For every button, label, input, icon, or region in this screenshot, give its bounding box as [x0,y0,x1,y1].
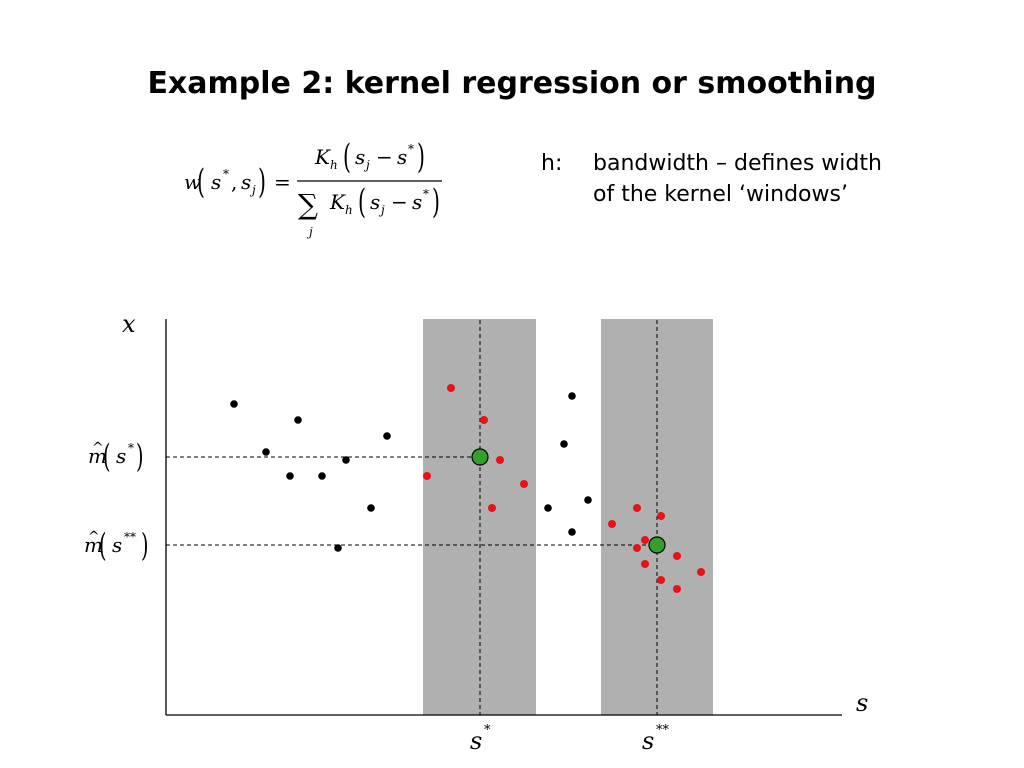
m-hat-2-hat: ^ [88,529,100,545]
estimate-marker-s-starstar [648,536,666,554]
denominator-right-paren: ) [432,181,440,221]
data-point [230,400,238,408]
m-hat-1-right-paren: ) [136,439,143,475]
kernel-point [673,585,681,593]
denominator-s-star: s [412,190,422,214]
data-point [383,432,391,440]
formula-left-paren: ( [197,161,205,201]
denominator-K: K [329,190,346,214]
numerator-s-j: s [355,145,365,169]
numerator-star-sup: * [408,142,414,156]
kernel-point [673,552,681,560]
kernel-point [641,560,649,568]
formula-right-paren: ) [258,161,266,201]
denominator-star-sup: * [423,187,429,201]
denominator-h-sub: h [345,203,353,217]
kernel-point [520,480,528,488]
formula-j-sub: j [249,183,256,197]
data-point [318,472,326,480]
sum-index-j: j [306,225,313,239]
m-hat-2-m: m [84,533,103,557]
kernel-point [488,504,496,512]
data-point [568,528,576,536]
denominator-s-j: s [370,190,380,214]
m-hat-2-s: s [112,533,122,557]
denominator-minus: − [391,190,408,214]
weight-formula: w ( s * , s j ) = K h ( s j − s * ) ∑ j … [184,136,442,239]
kernel-point [633,504,641,512]
m-hat-1-m: m [88,444,107,468]
kernel-points-s-starstar [608,504,705,593]
m-hat-1-sup: * [128,441,134,455]
data-point [544,504,552,512]
kernel-point [480,416,488,424]
formula-s-star: s [211,170,221,194]
formula-s-j: s [241,170,251,194]
data-point [294,416,302,424]
kernel-point [608,520,616,528]
data-point [560,440,568,448]
tick-m-hat-s-starstar: m ^ ( s ** ) [84,528,148,564]
slide-title: Example 2: kernel regression or smoothin… [147,66,877,101]
data-point [342,456,350,464]
y-axis-label: x [122,310,136,338]
m-hat-1-hat: ^ [92,440,104,456]
numerator-right-paren: ) [417,136,425,176]
kernel-points-s-star [423,384,528,512]
formula-w: w [184,170,201,194]
tick-s-star: s [470,727,482,755]
kernel-point [633,544,641,552]
kernel-point [657,576,665,584]
formula-comma: , [231,170,237,194]
bandwidth-symbol: h: [541,151,563,176]
data-point [584,496,592,504]
x-axis-label: s [856,689,868,717]
numerator-j-sub: j [363,158,370,172]
numerator-s-star: s [397,145,407,169]
kernel-point [641,536,649,544]
formula-equals: = [274,170,291,194]
denominator-sum: ∑ [298,188,318,221]
tick-s-starstar-sup: ** [656,723,670,738]
m-hat-1-left-paren: ( [103,439,110,475]
numerator-h-sub: h [330,158,338,172]
estimate-marker-s-star [471,448,489,466]
kernel-point [447,384,455,392]
tick-s-starstar: s [642,727,654,755]
m-hat-2-left-paren: ( [99,528,106,564]
numerator-minus: − [376,145,393,169]
numerator-left-paren: ( [343,136,351,176]
data-point [568,392,576,400]
denominator-j-sub: j [378,203,385,217]
background-points [230,392,592,552]
data-point [334,544,342,552]
tick-s-star-sup: * [484,723,491,738]
bandwidth-description-line2: of the kernel ‘windows’ [593,182,848,207]
kernel-point [496,456,504,464]
denominator-left-paren: ( [358,181,366,221]
data-point [286,472,294,480]
numerator-K: K [314,145,331,169]
data-point [262,448,270,456]
m-hat-2-right-paren: ) [141,528,148,564]
formula-star-sup: * [223,167,229,181]
kernel-point [423,472,431,480]
kernel-point [657,512,665,520]
m-hat-2-sup: ** [124,530,136,544]
data-point [367,504,375,512]
tick-m-hat-s-star: m ^ ( s * ) [88,439,143,475]
m-hat-1-s: s [116,444,126,468]
kernel-point [697,568,705,576]
bandwidth-description-line1: bandwidth – defines width [593,151,882,176]
